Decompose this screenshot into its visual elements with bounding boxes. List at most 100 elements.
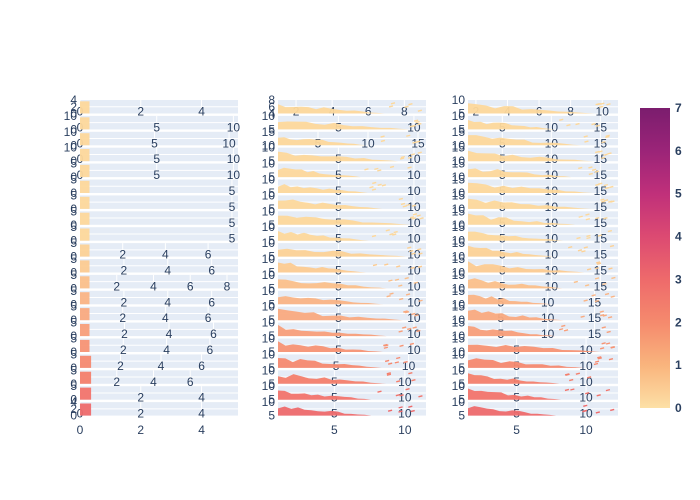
series-point (610, 345, 615, 349)
series-area (468, 231, 564, 241)
series-point (595, 411, 600, 414)
y-tick-label: 15 (262, 125, 276, 139)
series-point (582, 409, 588, 412)
subplot-c1-r7: 550 (70, 188, 238, 216)
series-point (380, 135, 385, 138)
y-tick-label: 10 (452, 234, 466, 248)
series-point (575, 372, 581, 375)
y-tick-label: 15 (452, 157, 466, 171)
y-tick-label: 5 (70, 332, 77, 346)
series-area (278, 308, 403, 321)
y-tick-label: 5 (268, 345, 275, 359)
series-point (386, 372, 391, 375)
x-tick-label: 10 (398, 391, 412, 405)
x-tick-label: 10 (407, 232, 421, 246)
series-area (80, 101, 90, 114)
colorbar-ticks: 0 1 2 3 4 5 6 7 (675, 101, 682, 415)
series-point (402, 205, 407, 208)
x-tick-label: 15 (588, 295, 602, 309)
series-point (371, 234, 377, 238)
series-point (602, 314, 607, 317)
series-point (570, 388, 575, 391)
x-tick-label: 10 (407, 264, 421, 278)
x-tick-label: 2 (120, 343, 127, 357)
series-area (278, 406, 372, 416)
bottom-x-tick-label: 4 (198, 423, 205, 437)
series-area (468, 261, 585, 273)
series-area (468, 358, 584, 368)
series-point (399, 394, 404, 397)
series-point (411, 379, 416, 382)
x-tick-label: 2 (119, 311, 126, 325)
series-point (387, 362, 393, 365)
x-tick-label: 4 (164, 295, 171, 309)
y-tick-label: 10 (452, 345, 466, 359)
series-area (468, 135, 581, 146)
series-point (399, 344, 404, 348)
x-tick-label: 10 (407, 200, 421, 214)
x-tick-label: 10 (545, 279, 559, 293)
series-point (407, 327, 412, 331)
y-tick-label: 10 (452, 395, 466, 409)
y-tick-label: 10 (452, 202, 466, 216)
x-tick-label: 10 (545, 216, 559, 230)
series-point (410, 153, 416, 156)
series-area (80, 403, 92, 416)
subplot-c1-r8: 550 (70, 204, 238, 232)
series-point (398, 406, 403, 409)
x-tick-label: 5 (229, 184, 236, 198)
x-tick-label: 6 (208, 295, 215, 309)
y-tick-label: 10 (452, 93, 466, 107)
series-point (388, 105, 394, 108)
y-tick-label: 0 (70, 281, 77, 295)
x-tick-label: 2 (137, 105, 144, 119)
series-area (278, 262, 367, 273)
series-area (468, 326, 556, 337)
series-point (398, 410, 403, 413)
y-tick-label: 2 (70, 402, 77, 416)
x-tick-label: 5 (229, 200, 236, 214)
series-point (413, 119, 419, 122)
series-point (417, 151, 422, 154)
series-point (413, 281, 418, 284)
x-tick-label: 10 (545, 232, 559, 246)
y-tick-label: 5 (268, 170, 275, 184)
series-point (394, 278, 400, 281)
y-tick-label: 15 (452, 173, 466, 187)
subplot-c1-r13: 2 4 650 (70, 284, 238, 311)
x-tick-label: 6 (207, 343, 214, 357)
x-tick-label: 15 (594, 232, 608, 246)
x-tick-label: 10 (541, 311, 555, 325)
x-tick-label: 6 (187, 279, 194, 293)
series-point (415, 120, 420, 124)
series-point (404, 277, 409, 280)
series-point (408, 102, 413, 106)
y-tick-label: 5 (268, 281, 275, 295)
series-point (577, 249, 583, 252)
series-area (468, 294, 551, 305)
series-point (594, 299, 600, 303)
y-tick-label: 5 (268, 297, 275, 311)
y-tick-label: 10 (452, 186, 466, 200)
series-point (602, 282, 607, 286)
y-tick-label: 5 (70, 363, 77, 377)
y-tick-label: 0 (70, 138, 77, 152)
y-tick-label: 5 (70, 188, 77, 202)
series-point (418, 252, 423, 255)
subplot-c1-r9: 550 (70, 220, 238, 248)
y-tick-label: 5 (458, 409, 465, 423)
y-tick-label: 0 (70, 250, 77, 264)
series-area (468, 103, 595, 114)
y-tick-label: 0 (70, 266, 77, 280)
x-tick-label: 2 (121, 327, 128, 341)
series-point (596, 261, 601, 264)
